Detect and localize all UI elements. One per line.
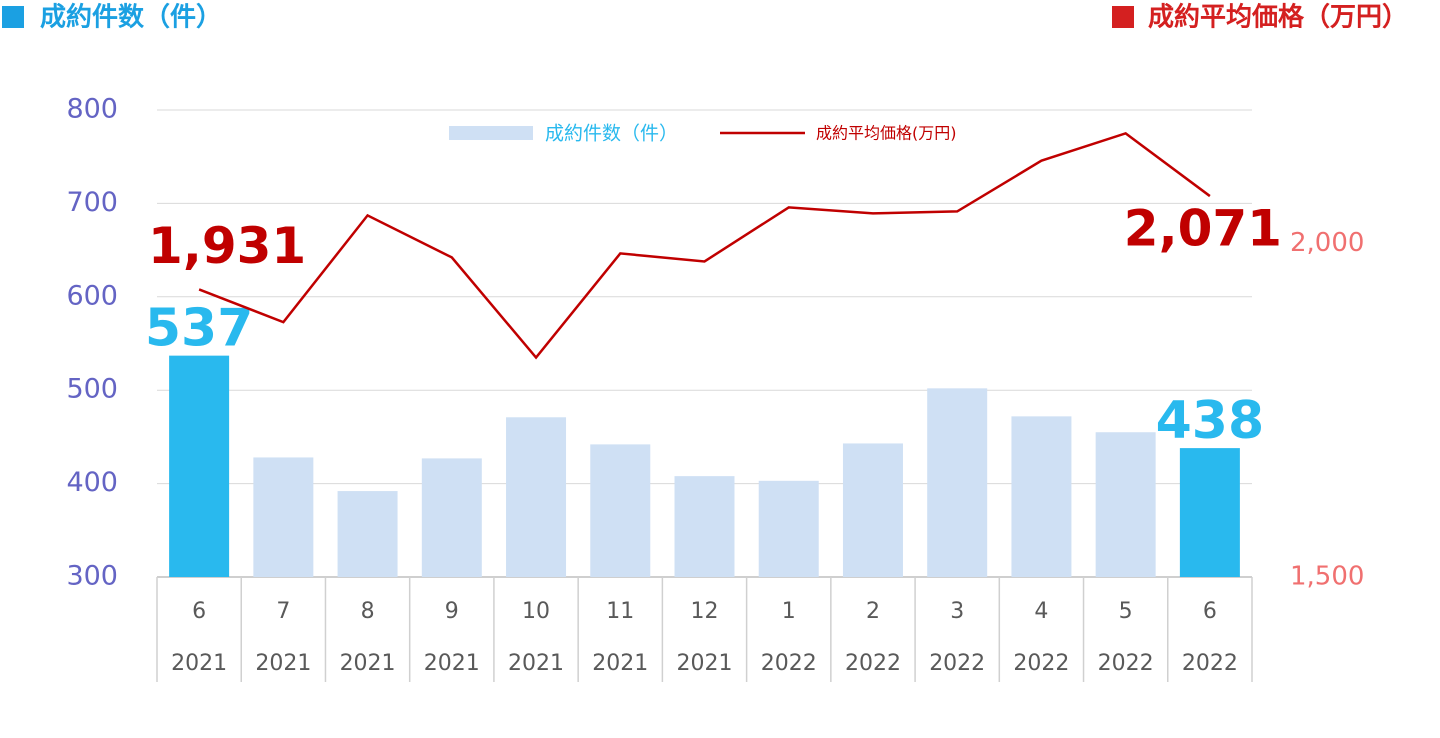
x-tick-label: 7 [276, 599, 290, 624]
x-tick-year: 2022 [1182, 651, 1238, 676]
y-tick-label: 400 [66, 467, 118, 498]
y-tick-label: 700 [66, 187, 118, 218]
x-tick-year: 2021 [508, 651, 564, 676]
x-tick-label: 11 [606, 599, 634, 624]
line [198, 131, 1211, 360]
x-tick-label: 6 [1203, 599, 1217, 624]
bar [506, 417, 567, 577]
y-tick-label: 300 [66, 561, 118, 592]
x-tick-year: 2022 [761, 651, 817, 676]
x-tick-label: 1 [782, 599, 796, 624]
legend-swatch [449, 126, 533, 140]
x-tick-year: 2021 [340, 651, 396, 676]
x-tick-label: 6 [192, 599, 206, 624]
bar-value-label: 438 [1156, 391, 1265, 451]
y2-tick-label: 1,500 [1290, 562, 1364, 592]
x-tick-year: 2022 [1098, 651, 1154, 676]
bar [1179, 448, 1240, 577]
y-tick-label: 800 [66, 94, 118, 125]
line-value-label: 1,931 [148, 217, 306, 275]
header-marker [2, 6, 24, 28]
x-tick-year: 2021 [171, 651, 227, 676]
x-tick-year: 2022 [845, 651, 901, 676]
line-value-label: 2,071 [1124, 200, 1282, 258]
x-tick-year: 2022 [1013, 651, 1069, 676]
x-tick-year: 2022 [929, 651, 985, 676]
x-tick-label: 8 [361, 599, 375, 624]
x-tick-year: 2021 [592, 651, 648, 676]
y-tick-label: 600 [66, 280, 118, 311]
bar [253, 457, 314, 577]
x-tick-label: 2 [866, 599, 880, 624]
y2-tick-label: 2,000 [1290, 228, 1364, 258]
x-tick-label: 5 [1119, 599, 1133, 624]
x-tick-year: 2021 [677, 651, 733, 676]
bar [590, 444, 651, 577]
bar [337, 491, 398, 577]
legend-label: 成約件数（件） [545, 123, 678, 145]
x-tick-label: 12 [691, 599, 719, 624]
x-tick-label: 3 [950, 599, 964, 624]
bar [1011, 416, 1072, 577]
bar [842, 443, 903, 577]
y-tick-label: 500 [66, 374, 118, 405]
bar [169, 355, 230, 577]
bar [421, 458, 482, 577]
bar [758, 480, 819, 577]
left-header: 成約件数（件） [40, 2, 222, 33]
bar-value-label: 537 [145, 299, 254, 359]
x-tick-year: 2021 [424, 651, 480, 676]
x-tick-label: 10 [522, 599, 550, 624]
right-header: 成約平均価格（万円） [1148, 2, 1408, 33]
bar [927, 388, 988, 577]
legend-label: 成約平均価格(万円) [816, 124, 957, 143]
header-marker [1112, 6, 1134, 28]
x-tick-year: 2021 [255, 651, 311, 676]
bar [1095, 432, 1156, 577]
bar [674, 476, 735, 577]
x-tick-label: 9 [445, 599, 459, 624]
x-tick-label: 4 [1034, 599, 1048, 624]
